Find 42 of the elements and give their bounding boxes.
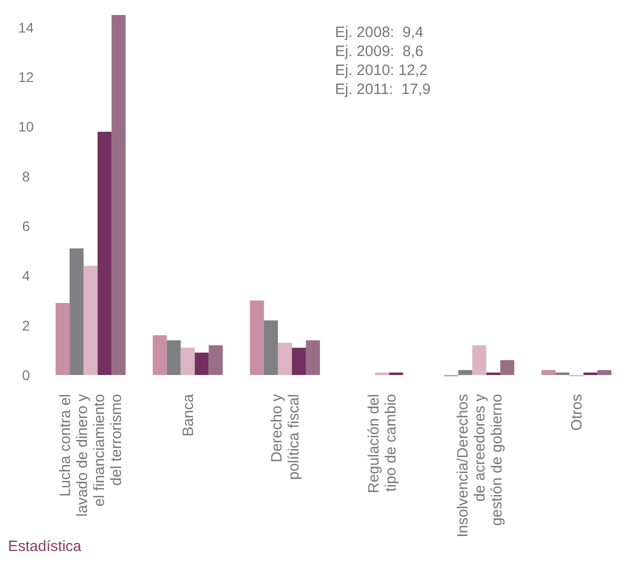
x-tick-label: Otros (568, 394, 586, 431)
bar (555, 372, 570, 376)
bar (152, 335, 167, 376)
annotation: Ej. 2010: 12,2 (335, 61, 429, 80)
bar (84, 266, 98, 376)
bar (180, 348, 195, 376)
bar (166, 340, 181, 376)
y-tick-label: 0 (22, 367, 30, 384)
y-tick-label: 8 (22, 168, 30, 184)
bar (486, 372, 500, 376)
x-tick-label: Banca (180, 393, 197, 437)
bar (292, 348, 306, 376)
y-tick-label: 2 (22, 317, 30, 334)
bar (56, 303, 70, 376)
bar (472, 345, 486, 376)
bar (98, 132, 112, 376)
bar (597, 370, 612, 376)
bar (112, 15, 126, 376)
y-tick-label: 4 (22, 268, 30, 284)
bar (278, 342, 292, 376)
bar (306, 340, 320, 376)
x-tick-label: Derecho y política fiscal (268, 394, 302, 480)
bar (458, 370, 472, 376)
y-tick-label: 12 (18, 69, 34, 86)
annotation: Ej. 2009: 8,6 (335, 42, 424, 61)
bar (264, 320, 278, 376)
bar (500, 360, 514, 376)
bar (70, 248, 84, 376)
bar (375, 372, 390, 376)
bar (208, 345, 223, 376)
annotation: Ej. 2011: 17,9 (335, 80, 431, 99)
bar (250, 300, 264, 376)
bar (389, 372, 404, 376)
y-tick-label: 6 (22, 218, 30, 234)
y-tick-label: 10 (18, 118, 34, 135)
x-tick-label: Lucha contra el lavado de dinero y el financiamiento del terrorismo (57, 394, 126, 517)
text: Estadística (8, 538, 82, 555)
bar (194, 352, 209, 376)
bar (541, 370, 556, 376)
bar (583, 372, 598, 376)
annotation: Ej. 2008: 9,4 (335, 23, 424, 42)
y-tick-label: 14 (18, 19, 34, 36)
